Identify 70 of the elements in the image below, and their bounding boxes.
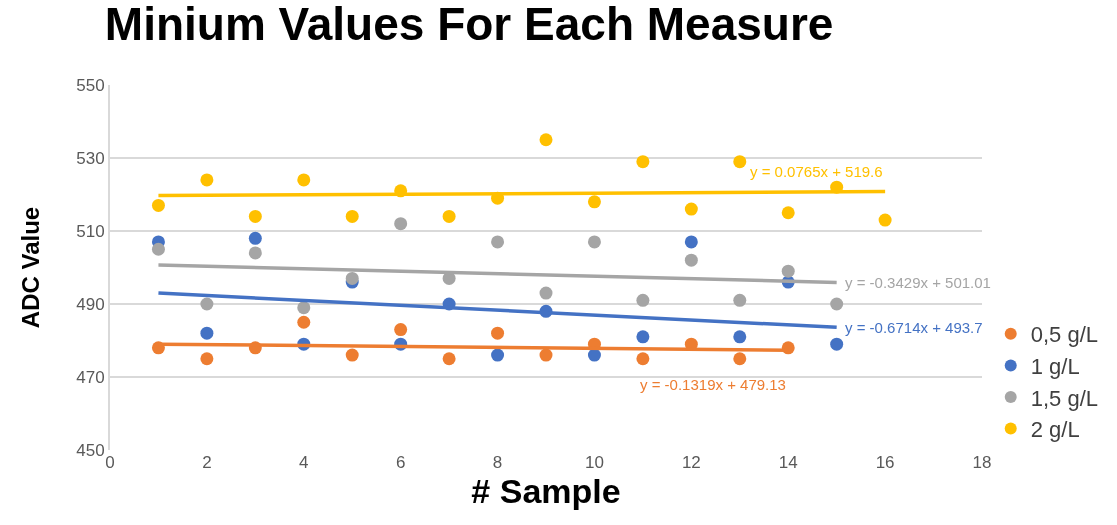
annotation: y = -0.3429x + 501.01 [845,274,991,291]
point [684,235,698,249]
point [733,293,747,307]
x-tick-label: 4 [299,453,309,472]
point [684,253,698,267]
point [200,352,214,366]
point [200,326,214,340]
point [394,217,408,231]
y-tick-label: 510 [76,221,105,241]
point [491,348,505,362]
legend-label: 1 g/L [1030,353,1080,379]
point [442,352,456,366]
y-tick-label: 470 [76,367,105,387]
point [491,235,505,249]
point [587,235,601,249]
x-axis-title: # Sample [471,472,621,510]
point [636,330,650,344]
point [345,271,359,285]
point [587,348,601,362]
legend-label: 1,5 g/L [1030,385,1098,411]
point [297,315,311,329]
point [830,337,844,351]
point [200,297,214,311]
point [491,326,505,340]
annotation: y = -0.1319x + 479.13 [640,376,786,393]
y-tick-label: 530 [76,148,105,168]
point [636,155,650,169]
x-tick-label: 12 [681,453,701,472]
x-tick-label: 6 [395,453,406,472]
x-tick-label: 16 [875,453,895,472]
y-tick-label: 550 [76,75,105,95]
legend-label: 0,5 g/L [1030,322,1098,348]
point [781,206,795,220]
point [297,173,311,187]
point [297,301,311,315]
point [539,286,553,300]
point [878,213,892,227]
x-tick-label: 14 [778,453,798,472]
x-tick-label: 2 [202,453,212,472]
point [442,209,456,223]
point [345,348,359,362]
point [733,330,747,344]
point [345,209,359,223]
point [781,264,795,278]
point [151,198,165,212]
point [733,352,747,366]
point [248,231,262,245]
point [636,293,650,307]
point [200,173,214,187]
legend-label: 2 g/L [1030,417,1080,443]
y-tick-label: 490 [76,294,105,314]
point [539,133,553,147]
point [733,155,747,169]
point [248,209,262,223]
chart-title: Minium Values For Each Measure [104,0,834,51]
point [151,242,165,256]
x-tick-label: 0 [105,453,115,472]
point [394,323,408,337]
x-tick-label: 8 [492,453,503,472]
annotation: y = 0.0765x + 519.6 [750,163,883,180]
x-tick-label: 18 [972,453,992,472]
point [248,246,262,260]
y-axis-title: ADC Value [16,206,44,329]
point [684,202,698,216]
y-tick-label: 450 [76,440,105,460]
point [587,195,601,209]
x-tick-label: 10 [584,453,604,472]
annotation: y = -0.6714x + 493.7 [845,319,983,336]
point [830,297,844,311]
point [636,352,650,366]
